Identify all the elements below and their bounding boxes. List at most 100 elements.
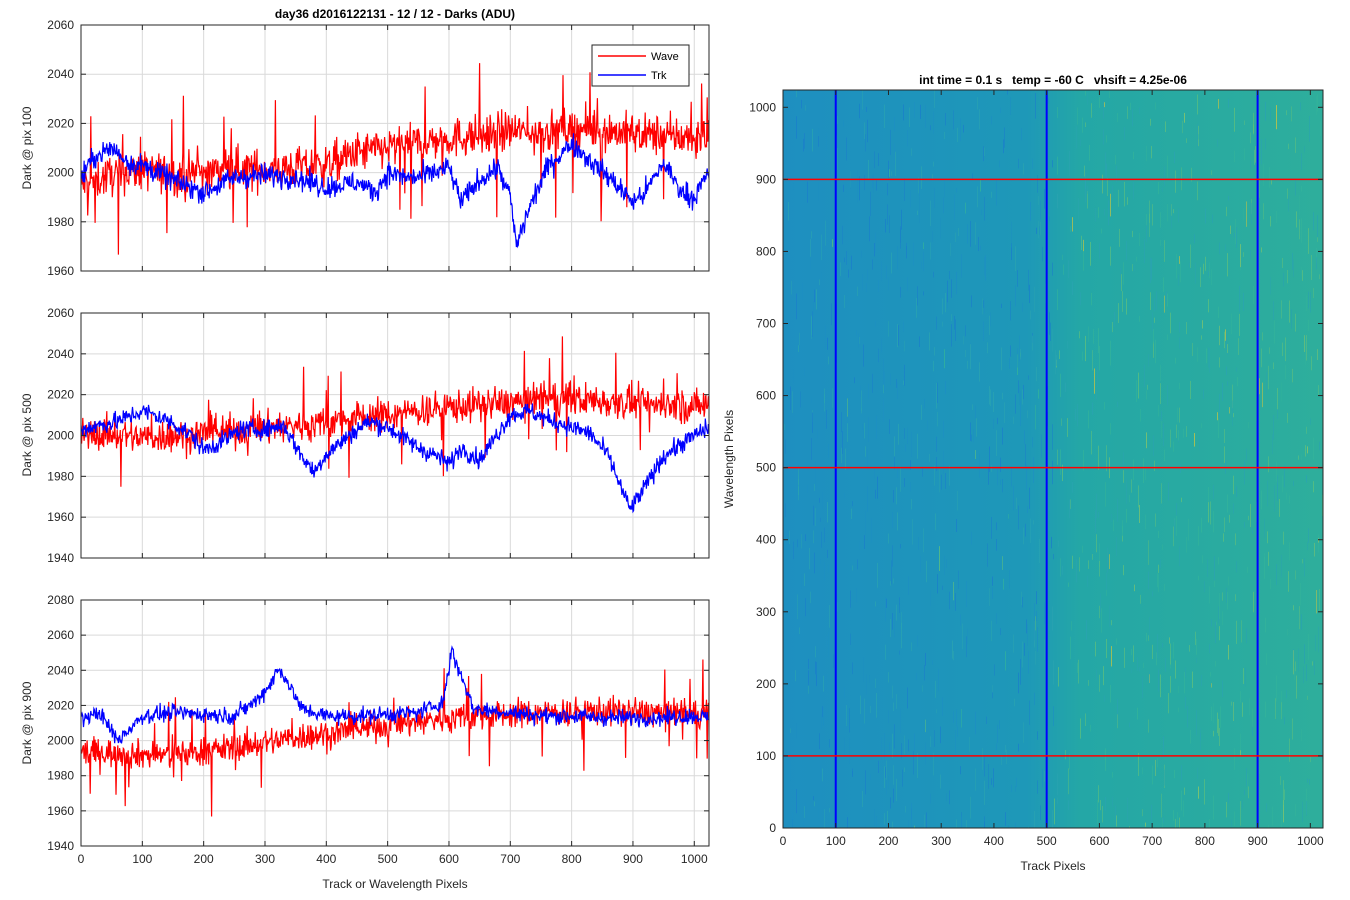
heatmap-streak	[859, 827, 860, 828]
heatmap-streak	[1228, 195, 1229, 201]
heatmap-streak	[1306, 800, 1307, 816]
heatmap-streak	[1105, 482, 1106, 507]
heatmap-streak	[989, 446, 990, 472]
heatmap-streak	[937, 382, 938, 404]
heatmap-streak	[785, 704, 786, 712]
heatmap-streak	[903, 380, 904, 385]
heatmap-streak	[937, 412, 938, 427]
heatmap-streak	[1243, 292, 1244, 311]
heatmap-streak	[933, 161, 934, 167]
heatmap-streak	[1184, 112, 1185, 123]
x-tick-label: 100	[826, 834, 846, 848]
heatmap-streak	[971, 295, 972, 308]
heatmap-streak	[1052, 810, 1053, 828]
heatmap-streak	[897, 465, 898, 478]
y-tick-label: 1940	[47, 551, 74, 565]
heatmap-streak	[976, 418, 977, 437]
heatmap-streak	[804, 133, 805, 149]
heatmap-streak	[876, 415, 877, 439]
heatmap-streak	[1040, 200, 1041, 220]
heatmap-streak	[1054, 798, 1055, 825]
heatmap-streak	[1026, 619, 1027, 634]
heatmap-streak	[888, 533, 889, 544]
heatmap-streak	[1023, 384, 1024, 400]
heatmap-streak	[1154, 317, 1155, 323]
heatmap-streak	[1096, 534, 1097, 553]
heatmap-streak	[1268, 551, 1269, 566]
heatmap-streak	[1222, 680, 1223, 698]
series-line-wave	[81, 63, 709, 255]
heatmap-streak	[979, 362, 980, 382]
heatmap-streak	[811, 315, 812, 336]
heatmap-streak	[1208, 486, 1209, 511]
heatmap-streak	[824, 388, 825, 404]
heatmap-streak	[1085, 335, 1086, 362]
heatmap-streak	[1072, 217, 1073, 232]
heatmap-streak	[1052, 328, 1053, 352]
y-tick-label: 700	[756, 317, 776, 331]
heatmap-streak	[934, 730, 935, 747]
heatmap-streak	[993, 418, 994, 429]
heatmap-streak	[1287, 270, 1288, 284]
heatmap-streak	[1077, 403, 1078, 427]
heatmap-streak	[963, 336, 964, 345]
heatmap-streak	[1140, 594, 1141, 604]
heatmap-streak	[923, 291, 924, 296]
heatmap-streak	[1103, 129, 1104, 145]
heatmap-streak	[990, 389, 991, 407]
heatmap-streak	[1268, 365, 1269, 390]
heatmap-streak	[918, 537, 919, 550]
heatmap-streak	[827, 502, 828, 523]
heatmap-streak	[934, 90, 935, 108]
heatmap-streak	[949, 591, 950, 610]
heatmap-streak	[900, 544, 901, 549]
heatmap-streak	[1027, 506, 1028, 513]
heatmap-streak	[1211, 683, 1212, 688]
heatmap-streak	[1228, 576, 1229, 586]
heatmap-streak	[1243, 207, 1244, 221]
x-tick-label: 800	[562, 852, 582, 866]
heatmap-streak	[798, 468, 799, 485]
heatmap-streak	[1174, 519, 1175, 537]
heatmap-streak	[992, 576, 993, 586]
heatmap-streak	[1076, 126, 1077, 149]
heatmap-streak	[865, 510, 866, 535]
heatmap-streak	[796, 293, 797, 320]
heatmap-streak	[824, 561, 825, 581]
heatmap-streak	[796, 90, 797, 98]
heatmap-streak	[929, 332, 930, 351]
heatmap-streak	[1316, 95, 1317, 116]
heatmap-streak	[864, 174, 865, 191]
heatmap-streak	[1275, 698, 1276, 720]
heatmap-streak	[791, 280, 792, 295]
heatmap-streak	[863, 428, 864, 439]
heatmap-streak	[1150, 292, 1151, 310]
heatmap-streak	[1151, 145, 1152, 159]
heatmap-streak	[926, 812, 927, 828]
heatmap-streak	[923, 528, 924, 553]
heatmap-streak	[874, 243, 875, 257]
heatmap-streak	[801, 534, 802, 549]
heatmap-streak	[1117, 401, 1118, 407]
heatmap-streak	[1267, 531, 1268, 544]
y-tick-label: 400	[756, 533, 776, 547]
legend: Wave Trk	[591, 44, 690, 87]
heatmap-streak	[1112, 796, 1113, 807]
heatmap-streak	[972, 173, 973, 179]
heatmap-streak	[971, 531, 972, 545]
heatmap-streak	[913, 751, 914, 775]
heatmap-streak	[1151, 258, 1152, 281]
heatmap-streak	[926, 560, 927, 583]
heatmap-streak	[955, 319, 956, 341]
heatmap-streak	[1175, 660, 1176, 679]
heatmap-streak	[1010, 301, 1011, 321]
heatmap-streak	[1151, 804, 1152, 826]
heatmap-streak	[1235, 218, 1236, 244]
heatmap-streak	[861, 250, 862, 258]
heatmap-streak	[896, 379, 897, 388]
heatmap-streak	[857, 559, 858, 570]
heatmap-streak	[1113, 519, 1114, 532]
heatmap-streak	[1183, 428, 1184, 438]
heatmap-streak	[1133, 151, 1134, 160]
heatmap-streak	[845, 448, 846, 470]
